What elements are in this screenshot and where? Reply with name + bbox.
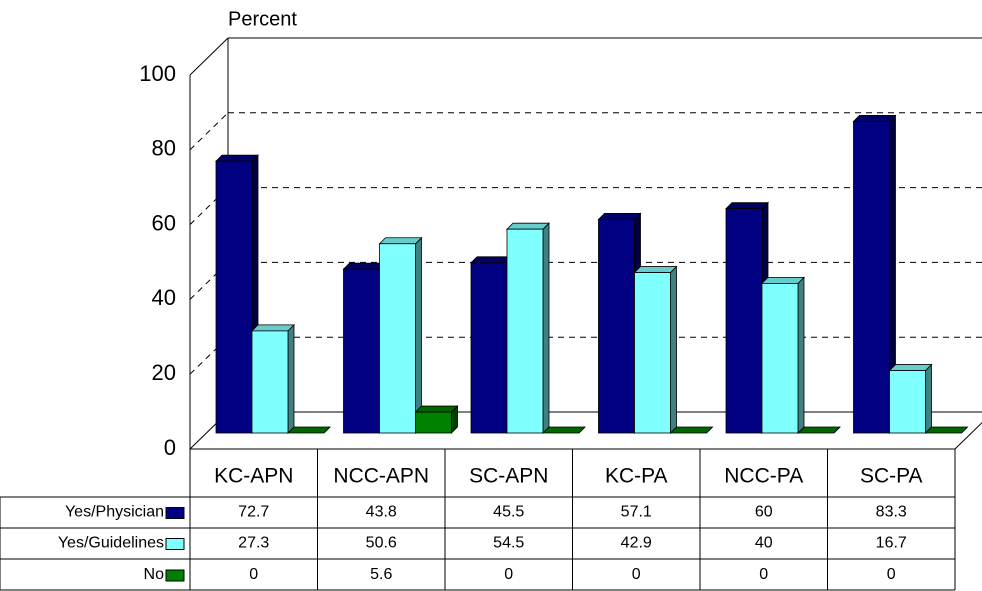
bar-side (925, 363, 932, 434)
bar-top (506, 222, 550, 230)
bar (506, 228, 544, 434)
bar-top (761, 276, 805, 284)
x-tick-label: KC-APN (214, 465, 293, 488)
bar-top (633, 266, 678, 273)
x-tick-label: KC-PA (605, 465, 668, 488)
y-axis-label: Percent (228, 8, 297, 30)
bar-top (797, 426, 841, 434)
grid-line (189, 37, 229, 76)
x-tick-label: NCC-APN (333, 465, 429, 488)
legend-swatch (165, 507, 185, 519)
bar-top (924, 426, 969, 434)
y-tick-label: 100 (139, 61, 176, 86)
table-value: 0 (249, 566, 258, 583)
bar-top (251, 324, 295, 332)
axis-line (954, 422, 982, 450)
table-value: 42.9 (621, 535, 652, 552)
bar-side (670, 265, 677, 434)
y-tick-label: 60 (152, 210, 176, 235)
bar (634, 272, 671, 434)
bar (251, 330, 289, 434)
bar (379, 243, 416, 434)
bar-top (888, 364, 933, 371)
x-tick-label: SC-APN (469, 465, 548, 488)
bar-side (415, 236, 422, 434)
bar-side (287, 323, 295, 434)
table-value: 0 (632, 566, 641, 583)
legend-label: Yes/Guidelines (58, 535, 164, 552)
bar-top (287, 426, 331, 434)
table-value: 54.5 (493, 535, 524, 552)
legend-label: Yes/Physician (65, 504, 164, 521)
table-value: 5.6 (370, 566, 392, 583)
bar (415, 411, 452, 434)
x-tick-label: SC-PA (860, 465, 923, 488)
bar-top (725, 202, 769, 210)
bar-top (669, 426, 714, 434)
legend-label: No (144, 566, 165, 583)
grid-line (189, 112, 229, 151)
x-tick-label: NCC-PA (724, 465, 803, 488)
bar (889, 370, 926, 434)
bar-top (597, 213, 642, 220)
bar (215, 160, 253, 434)
table-value: 57.1 (621, 504, 652, 521)
bar-top (542, 426, 586, 434)
bar (343, 268, 380, 434)
table-value: 0 (759, 566, 768, 583)
table-value: 40 (755, 535, 773, 552)
table-value: 43.8 (366, 504, 397, 521)
y-tick-label: 20 (152, 360, 176, 385)
bar-top (215, 154, 259, 162)
table-value: 27.3 (238, 535, 269, 552)
bar (470, 262, 508, 434)
table-value: 16.7 (876, 535, 907, 552)
bar-top (414, 405, 459, 413)
table-value: 72.7 (238, 504, 269, 521)
table-value: 83.3 (876, 504, 907, 521)
bar-side (797, 276, 805, 434)
bar (761, 282, 799, 434)
bar-top (378, 237, 423, 245)
legend-swatch (165, 569, 185, 582)
y-tick-label: 40 (152, 285, 176, 310)
bar-side (542, 222, 550, 434)
bar (598, 219, 635, 434)
table-value: 45.5 (493, 504, 524, 521)
bar (853, 121, 890, 434)
table-value: 60 (755, 504, 773, 521)
bar (725, 208, 763, 434)
y-tick-label: 80 (152, 136, 176, 161)
bar-top (852, 115, 897, 122)
legend-swatch (165, 538, 185, 550)
table-value: 0 (887, 566, 896, 583)
y-tick-label: 0 (164, 435, 176, 460)
table-value: 0 (504, 566, 513, 583)
table-value: 50.6 (366, 535, 397, 552)
